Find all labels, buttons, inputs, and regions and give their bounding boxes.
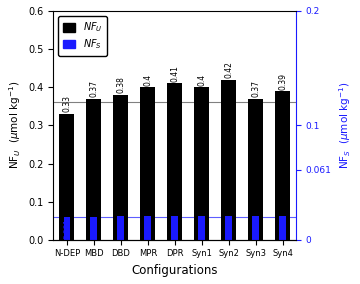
Bar — [167, 83, 182, 240]
Text: 0.061: 0.061 — [91, 218, 97, 239]
Bar — [194, 87, 209, 240]
Text: 0.42: 0.42 — [224, 61, 233, 78]
Bar — [171, 216, 178, 240]
Bar — [248, 99, 263, 240]
Bar — [252, 216, 259, 240]
Bar — [90, 216, 97, 240]
Text: 0.062: 0.062 — [280, 218, 285, 239]
Text: 0.4: 0.4 — [197, 74, 206, 86]
X-axis label: Configurations: Configurations — [131, 264, 218, 277]
Text: 0.061: 0.061 — [64, 218, 70, 239]
Bar — [63, 216, 70, 240]
Y-axis label: NF$_U$  ($\mu$mol kg$^{-1}$): NF$_U$ ($\mu$mol kg$^{-1}$) — [7, 81, 23, 170]
Text: 0.062: 0.062 — [172, 218, 178, 239]
Bar — [279, 216, 286, 240]
Text: 0.062: 0.062 — [145, 218, 151, 239]
Bar — [59, 114, 74, 240]
Text: 0.39: 0.39 — [278, 72, 287, 89]
Legend: $NF_U$, $NF_S$: $NF_U$, $NF_S$ — [58, 16, 107, 56]
Bar — [117, 216, 124, 240]
Bar — [198, 216, 205, 240]
Bar — [221, 80, 236, 240]
Bar — [275, 91, 290, 240]
Text: 0.062: 0.062 — [253, 218, 258, 239]
Text: 0.38: 0.38 — [116, 76, 125, 93]
Bar — [113, 95, 128, 240]
Bar — [140, 87, 155, 240]
Text: 0.062: 0.062 — [118, 218, 124, 239]
Text: 0.37: 0.37 — [251, 80, 260, 97]
Text: 0.4: 0.4 — [143, 74, 152, 86]
Y-axis label: NF$_S$  ($\mu$mol kg$^{-1}$): NF$_S$ ($\mu$mol kg$^{-1}$) — [337, 82, 353, 169]
Bar — [86, 99, 101, 240]
Text: 0.063: 0.063 — [226, 218, 232, 239]
Text: 0.37: 0.37 — [89, 80, 98, 97]
Text: 0.33: 0.33 — [62, 95, 71, 112]
Bar — [144, 216, 151, 240]
Bar — [225, 216, 232, 240]
Text: 0.062: 0.062 — [199, 218, 205, 239]
Text: 0.41: 0.41 — [170, 65, 179, 82]
